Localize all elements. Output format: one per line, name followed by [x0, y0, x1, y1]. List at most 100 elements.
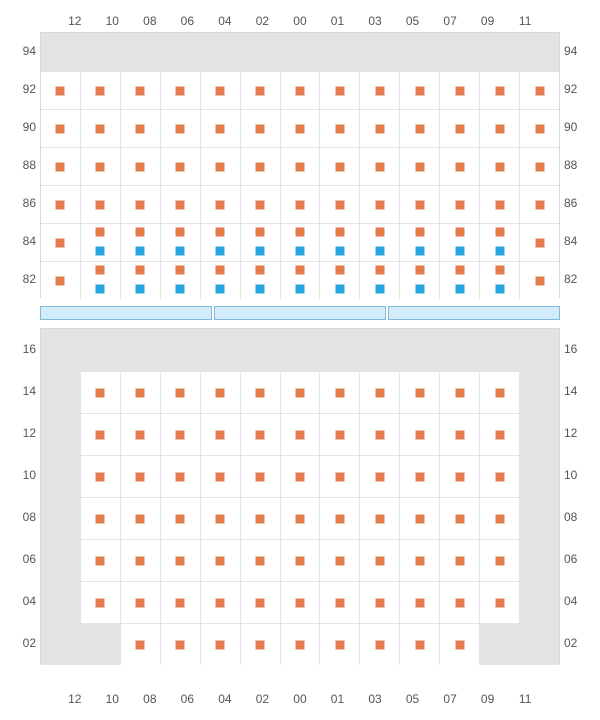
cell[interactable] [439, 371, 479, 413]
cell[interactable] [200, 185, 240, 223]
cell[interactable] [280, 455, 320, 497]
cell[interactable] [319, 261, 359, 299]
cell[interactable] [120, 623, 160, 665]
cell[interactable] [479, 223, 519, 261]
cell[interactable] [200, 581, 240, 623]
cell[interactable] [399, 455, 439, 497]
cell[interactable] [80, 109, 120, 147]
cell[interactable] [200, 109, 240, 147]
cell[interactable] [200, 147, 240, 185]
cell[interactable] [439, 147, 479, 185]
cell[interactable] [280, 261, 320, 299]
cell[interactable] [41, 261, 80, 299]
cell[interactable] [319, 147, 359, 185]
cell[interactable] [399, 223, 439, 261]
cell[interactable] [200, 223, 240, 261]
cell[interactable] [399, 71, 439, 109]
cell[interactable] [479, 413, 519, 455]
cell[interactable] [359, 539, 399, 581]
cell[interactable] [359, 371, 399, 413]
cell[interactable] [399, 261, 439, 299]
cell[interactable] [319, 581, 359, 623]
cell[interactable] [41, 109, 80, 147]
cell[interactable] [240, 497, 280, 539]
cell[interactable] [280, 539, 320, 581]
cell[interactable] [319, 109, 359, 147]
cell[interactable] [359, 413, 399, 455]
cell[interactable] [240, 261, 280, 299]
cell[interactable] [359, 109, 399, 147]
cell[interactable] [359, 185, 399, 223]
cell[interactable] [519, 109, 559, 147]
cell[interactable] [319, 455, 359, 497]
cell[interactable] [319, 539, 359, 581]
cell[interactable] [160, 623, 200, 665]
cell[interactable] [319, 185, 359, 223]
cell[interactable] [80, 223, 120, 261]
cell[interactable] [160, 371, 200, 413]
cell[interactable] [399, 497, 439, 539]
cell[interactable] [479, 109, 519, 147]
cell[interactable] [200, 455, 240, 497]
cell[interactable] [280, 413, 320, 455]
cell[interactable] [399, 147, 439, 185]
cell[interactable] [439, 185, 479, 223]
cell[interactable] [519, 223, 559, 261]
cell[interactable] [359, 71, 399, 109]
cell[interactable] [479, 261, 519, 299]
cell[interactable] [519, 71, 559, 109]
cell[interactable] [479, 371, 519, 413]
cell[interactable] [399, 539, 439, 581]
cell[interactable] [120, 413, 160, 455]
cell[interactable] [359, 455, 399, 497]
cell[interactable] [479, 185, 519, 223]
cell[interactable] [479, 539, 519, 581]
cell[interactable] [439, 261, 479, 299]
cell[interactable] [41, 71, 80, 109]
cell[interactable] [240, 109, 280, 147]
cell[interactable] [120, 455, 160, 497]
cell[interactable] [319, 223, 359, 261]
cell[interactable] [120, 71, 160, 109]
cell[interactable] [240, 413, 280, 455]
cell[interactable] [80, 539, 120, 581]
cell[interactable] [280, 497, 320, 539]
cell[interactable] [439, 455, 479, 497]
cell[interactable] [80, 413, 120, 455]
cell[interactable] [359, 497, 399, 539]
cell[interactable] [120, 581, 160, 623]
cell[interactable] [280, 185, 320, 223]
cell[interactable] [200, 623, 240, 665]
cell[interactable] [399, 371, 439, 413]
cell[interactable] [160, 413, 200, 455]
cell[interactable] [120, 147, 160, 185]
cell[interactable] [399, 185, 439, 223]
cell[interactable] [479, 455, 519, 497]
cell[interactable] [200, 371, 240, 413]
cell[interactable] [359, 261, 399, 299]
cell[interactable] [319, 623, 359, 665]
cell[interactable] [439, 623, 479, 665]
cell[interactable] [359, 147, 399, 185]
cell[interactable] [80, 261, 120, 299]
cell[interactable] [120, 371, 160, 413]
cell[interactable] [80, 147, 120, 185]
cell[interactable] [120, 497, 160, 539]
cell[interactable] [160, 539, 200, 581]
cell[interactable] [439, 413, 479, 455]
cell[interactable] [439, 223, 479, 261]
cell[interactable] [439, 539, 479, 581]
cell[interactable] [160, 147, 200, 185]
cell[interactable] [439, 109, 479, 147]
cell[interactable] [200, 413, 240, 455]
cell[interactable] [120, 109, 160, 147]
cell[interactable] [80, 185, 120, 223]
cell[interactable] [399, 413, 439, 455]
cell[interactable] [160, 497, 200, 539]
cell[interactable] [519, 147, 559, 185]
cell[interactable] [80, 71, 120, 109]
cell[interactable] [359, 581, 399, 623]
cell[interactable] [280, 581, 320, 623]
cell[interactable] [479, 581, 519, 623]
cell[interactable] [399, 109, 439, 147]
